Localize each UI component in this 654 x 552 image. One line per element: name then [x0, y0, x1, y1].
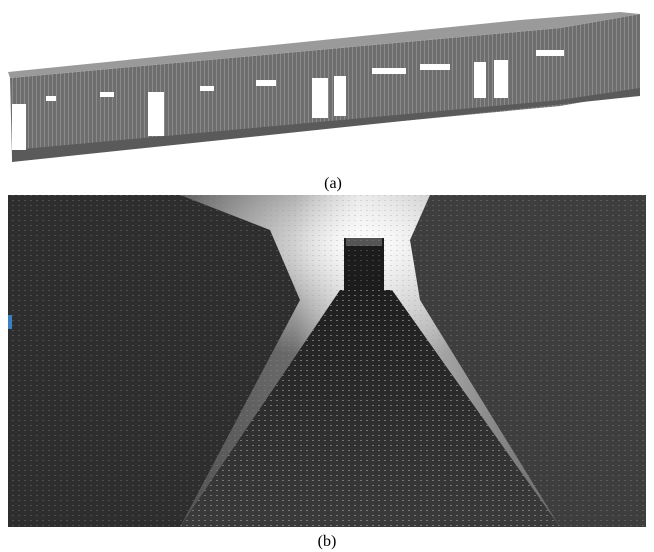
caption: (a): [324, 175, 342, 192]
panel-a-image: [8, 12, 640, 162]
caption: (b): [318, 533, 337, 550]
figure: (a) (b): [0, 0, 654, 552]
page: (a) (b) (() => { const data = JSON.parse…: [0, 0, 654, 552]
panel-b-image: [8, 195, 646, 527]
